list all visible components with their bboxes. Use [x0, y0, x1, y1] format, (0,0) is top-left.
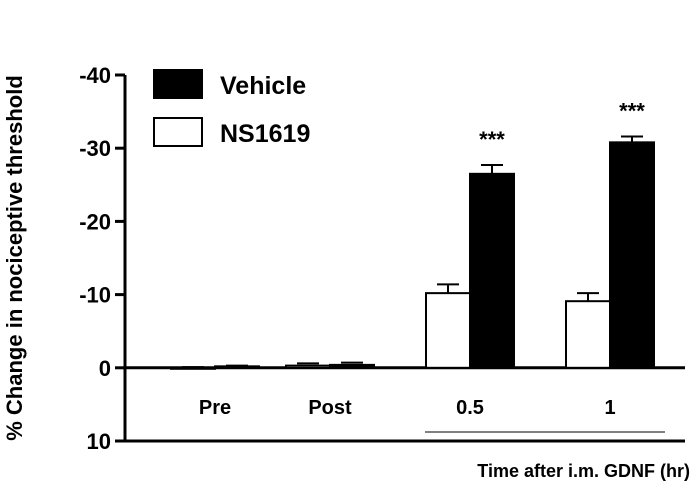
x-tick-label: 1	[604, 397, 615, 419]
legend-label: Vehicle	[220, 72, 306, 100]
y-tick-label: 10	[87, 429, 111, 454]
bar-ns1619	[285, 364, 331, 369]
legend: Vehicle NS1619	[153, 69, 310, 148]
y-tick-label: -40	[79, 63, 111, 88]
legend-swatch	[153, 117, 203, 147]
significance-label: ***	[619, 98, 645, 123]
bar-ns1619	[565, 300, 611, 369]
y-tick-label: -30	[79, 136, 111, 161]
bar-vehicle	[329, 363, 375, 369]
y-tick-label: -10	[79, 283, 111, 308]
x-tick-label: 0.5	[456, 397, 484, 419]
x-tick-label: Post	[308, 397, 352, 419]
x-tick-label: Pre	[199, 397, 231, 419]
bar-vehicle	[469, 172, 515, 369]
bar-ns1619	[425, 292, 471, 369]
legend-swatch	[153, 69, 203, 99]
bar-vehicle	[609, 141, 655, 369]
x-axis-label: Time after i.m. GDNF (hr)	[477, 461, 690, 481]
y-tick-label: 0	[99, 356, 111, 381]
y-tick-label: -20	[79, 209, 111, 234]
y-axis-label: % Change in nociceptive threshold	[2, 75, 27, 441]
legend-label: NS1619	[220, 120, 310, 148]
bars: *** ***	[170, 98, 655, 370]
significance-label: ***	[479, 127, 505, 152]
